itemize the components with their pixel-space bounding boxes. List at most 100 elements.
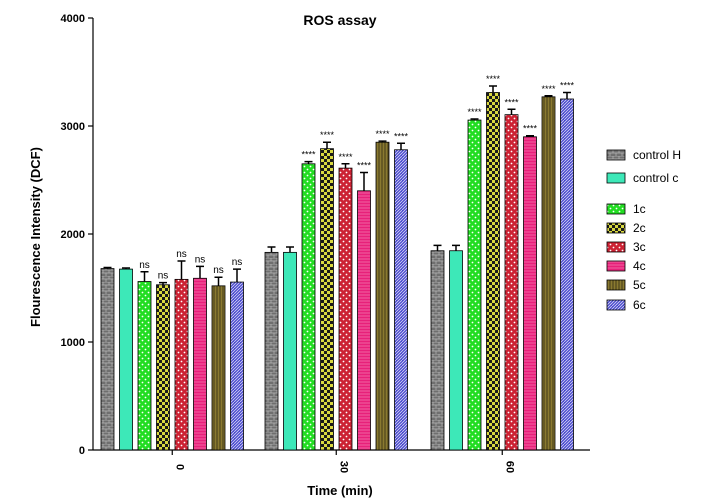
- legend-swatch: [606, 260, 626, 272]
- x-tick-label: 60: [503, 461, 515, 473]
- x-tick-label: 0: [173, 464, 185, 470]
- bar: [357, 190, 371, 451]
- error-bar: [233, 268, 241, 283]
- error-bar: [544, 95, 553, 97]
- y-tick-label: 3000: [61, 121, 85, 133]
- bar-group-60: **** **** **** **** **** **** 60: [430, 74, 575, 473]
- significance-label: ****: [486, 74, 501, 84]
- bar: [394, 149, 408, 451]
- bar-group-30: **** **** **** **** **** **** 30: [264, 129, 409, 473]
- bar: [119, 268, 133, 451]
- significance-label: ****: [301, 150, 316, 160]
- x-tick-label: 30: [337, 461, 349, 473]
- legend-swatch: [606, 299, 626, 311]
- bar: [375, 141, 390, 451]
- legend-swatch: [606, 149, 626, 161]
- error-bar: [177, 260, 186, 280]
- legend-swatch: [606, 172, 626, 184]
- bar: [230, 281, 244, 451]
- legend-label: 5c: [633, 278, 646, 292]
- bar: [560, 98, 574, 451]
- legend-swatch: [606, 279, 626, 291]
- error-bar: [563, 91, 571, 99]
- significance-label: ns: [213, 265, 224, 276]
- error-bar: [196, 265, 204, 279]
- legend-label: 1c: [633, 202, 646, 216]
- bar: [338, 167, 353, 451]
- error-bar: [397, 142, 405, 150]
- significance-label: ****: [504, 97, 519, 107]
- legend-item: 4c: [606, 259, 646, 273]
- significance-label: ns: [232, 257, 243, 268]
- bar: [193, 277, 207, 451]
- bar: [174, 278, 189, 451]
- legend-item: 5c: [606, 278, 646, 292]
- y-tick-label: 0: [79, 445, 85, 457]
- legend-label: 4c: [633, 259, 646, 273]
- error-bar: [323, 141, 331, 149]
- legend-label: 6c: [633, 298, 646, 312]
- error-bar: [214, 276, 223, 286]
- bar: [430, 250, 445, 451]
- legend-item: 3c: [606, 240, 646, 254]
- significance-label: ns: [158, 271, 169, 282]
- error-bar: [140, 271, 149, 282]
- bar: [320, 148, 334, 451]
- legend-swatch: [606, 203, 626, 215]
- error-bar: [526, 134, 534, 137]
- y-tick-label: 2000: [61, 229, 85, 241]
- legend-swatch: [606, 241, 626, 253]
- significance-label: ****: [394, 131, 409, 141]
- error-bar: [507, 108, 516, 115]
- chart-title: ROS assay: [303, 12, 376, 28]
- error-bar: [341, 163, 350, 169]
- legend-label: control c: [633, 171, 678, 185]
- y-tick-label: 1000: [61, 337, 85, 349]
- y-axis-title: Flourescence Intensity (DCF): [28, 147, 43, 327]
- error-bar: [470, 118, 479, 121]
- error-bar: [286, 246, 294, 253]
- significance-label: ****: [320, 130, 335, 140]
- error-bar: [360, 171, 368, 191]
- significance-label: ns: [195, 254, 206, 265]
- error-bar: [122, 267, 130, 270]
- bar: [137, 281, 152, 451]
- error-bar: [267, 246, 276, 253]
- bar: [523, 136, 537, 451]
- significance-label: ****: [560, 81, 575, 91]
- y-tick-label: 4000: [61, 13, 85, 25]
- significance-label: ****: [357, 160, 372, 170]
- bar: [283, 251, 297, 451]
- error-bar: [452, 244, 460, 251]
- error-bar: [378, 140, 387, 143]
- error-bar: [489, 85, 497, 93]
- error-bar: [304, 160, 313, 164]
- significance-label: ****: [523, 124, 538, 134]
- significance-label: ****: [375, 129, 390, 139]
- legend-item: 6c: [606, 298, 646, 312]
- significance-label: ns: [176, 249, 187, 260]
- significance-label: ****: [541, 84, 556, 94]
- x-axis-title: Time (min): [307, 483, 373, 498]
- legend-item: control H: [606, 148, 681, 162]
- error-bar: [103, 266, 112, 269]
- bar: [301, 163, 316, 451]
- bar: [156, 284, 170, 451]
- legend-swatch: [606, 222, 626, 234]
- bar: [449, 250, 463, 451]
- significance-label: ****: [338, 152, 353, 162]
- error-bar: [433, 244, 442, 251]
- bar: [100, 268, 115, 451]
- legend-label: 3c: [633, 240, 646, 254]
- bar: [211, 285, 226, 451]
- significance-label: ns: [139, 260, 150, 271]
- legend: control H control c 1c 2c 3c 4c 5c 6c: [606, 148, 681, 312]
- legend-label: 2c: [633, 221, 646, 235]
- significance-label: ****: [467, 107, 482, 117]
- bar: [541, 96, 556, 451]
- legend-item: control c: [606, 171, 678, 185]
- bar: [264, 251, 279, 451]
